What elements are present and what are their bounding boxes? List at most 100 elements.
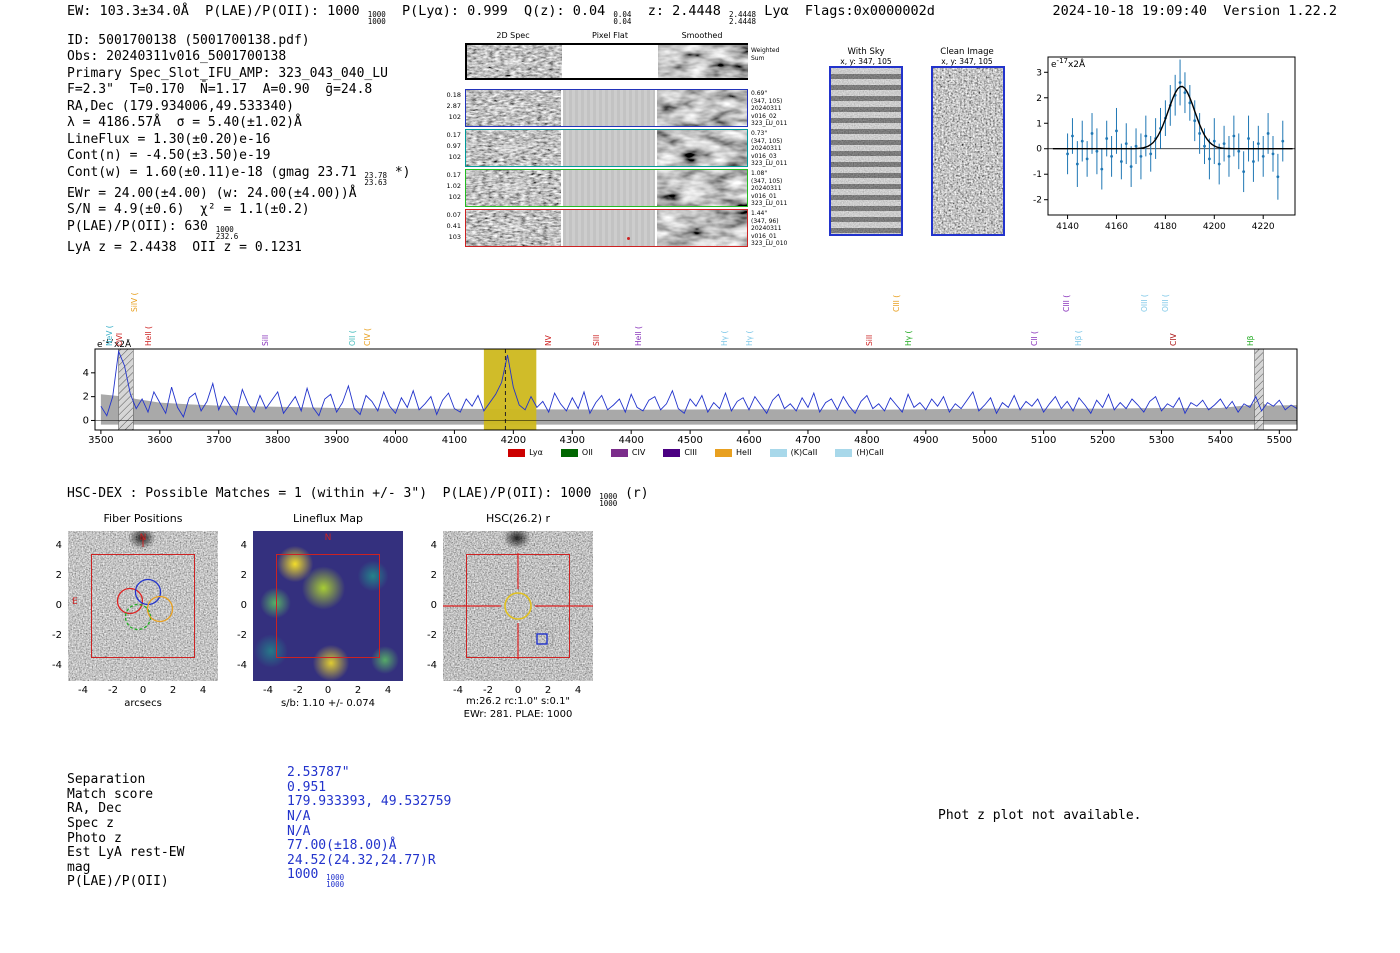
match-table-row: Match score 0.951 [67,780,451,802]
spec2d-row-annotation: v016_02 [751,112,777,120]
spectral-line-label: Hγ ( [720,330,730,346]
match-table-row: mag 24.52(24.32,24.77)R [67,853,451,875]
legend-item: (K)CaII [769,448,817,457]
cutout-xtick: -4 [263,685,273,696]
cutout-ytick: 0 [55,600,62,611]
spectral-line-label: SiII [865,334,875,346]
clean-image-coords: x, y: 347, 105 [941,57,993,66]
spec2d-col-title: Pixel Flat [592,31,628,40]
spec2d-row-stat: 0.17 [446,171,461,179]
cutout-ytick: 4 [430,540,437,551]
stacked-fraction: 1000 1000 [326,873,345,890]
spec2d-row-annotation: 20240311 [751,185,782,193]
info-line: LineFlux = 1.30(±0.20)e-16 [67,131,271,147]
spec2d-strip [465,209,748,247]
spectral-line-label: CIV [1169,333,1179,346]
legend-item: HeII [715,448,752,457]
north-indicator: N [139,533,147,543]
spec2d-strip [465,169,748,207]
spec2d-row-annotation: (347, 105) [751,137,783,145]
cutout-xtick: 4 [384,685,392,696]
match-row-value: 2.53787" [287,765,350,780]
match-row-value: 179.933393, 49.532759 [287,794,452,810]
spec2d-row-stat: 102 [448,113,461,121]
cutout-xtick: 2 [544,685,552,696]
stacked-fraction: 1000 232.6 [215,224,239,241]
cutout-xtick: 0 [139,685,147,696]
stacked-fraction: 0.04 0.04 [613,10,632,26]
cutout-xtick: 0 [514,685,522,696]
match-row-label: P(LAE)/P(OII) [67,874,169,890]
cutout-ytick: 2 [240,570,247,581]
match-row-value: 77.00(±18.00)Å [287,838,397,854]
cutout-ytick: -4 [237,660,247,671]
svg-text:1: 1 [1036,119,1042,129]
spec2d-row-annotation: 0.69" [751,90,768,97]
spec2d-row-stat: 0.07 [446,211,461,219]
legend-swatch [715,448,732,457]
spec2d-row-stat: 1.02 [446,182,461,190]
cutout-ytick: 4 [240,540,247,551]
match-row-label: Photo z [67,830,122,846]
match-row-label: mag [67,859,91,875]
info-line: Primary Spec_Slot_IFU_AMP: 323_043_040_L… [67,65,388,81]
svg-text:3800: 3800 [265,435,290,446]
clean-image-noise [933,68,1003,234]
spec2d-row-stat: 2.87 [446,102,461,110]
svg-text:4300: 4300 [560,435,585,446]
match-row-value: 24.52(24.32,24.77)R [287,852,436,868]
spec2d-row-annotation: v016_03 [751,152,777,160]
svg-text:4900: 4900 [913,435,938,446]
fiber-xlabel: arcsecs [124,698,162,709]
spectral-line-label: CIII ( [892,294,902,312]
info-line: F=2.3" T=0.170 N̄=1.17 A=0.90 ḡ=24.8 [67,82,373,98]
north-indicator: N [324,533,332,543]
cutout-xtick: -2 [483,685,493,696]
match-row-label: Spec z [67,815,114,831]
match-table-row: Separation 2.53787" [67,765,451,787]
legend-swatch [835,448,853,457]
svg-text:-1: -1 [1033,170,1042,180]
spectral-line-label: OIII ( [1139,294,1149,312]
match-row-label: Match score [67,786,154,802]
match-table-row: Est LyA rest-EW 77.00(±18.00)Å [67,838,451,861]
match-row-value: N/A [287,823,311,839]
cutout-ytick: 0 [240,600,247,611]
hsc-caption-2: EWr: 281. PLAE: 1000 [463,709,573,720]
fiber-positions-title: Fiber Positions [103,512,183,525]
spec2d-row-annotation: (347, 96) [751,217,779,225]
cutout-ytick: 4 [55,540,62,551]
spectral-line-label: Hγ ( [745,330,755,346]
spec2d-row-annotation: 0.73" [751,130,768,137]
info-line: Cont(w) = 1.60(±0.11)e-18 (gmag 23.71 23… [67,164,411,187]
svg-text:2: 2 [1036,94,1042,104]
svg-text:4200: 4200 [1203,222,1226,232]
spec2d-row-stat: 102 [448,153,461,161]
svg-text:4000: 4000 [383,435,408,446]
info-line: ID: 5001700138 (5001700138.pdf) [67,33,310,48]
lineflux-heatmap [253,531,403,681]
spec2d-row-annotation: 1.08" [751,170,768,177]
match-row-label: Est LyA rest-EW [67,845,185,861]
svg-text:4400: 4400 [618,435,643,446]
svg-text:5000: 5000 [972,435,997,446]
clean-image [931,66,1005,236]
svg-text:4220: 4220 [1252,222,1275,232]
svg-text:4700: 4700 [795,435,820,446]
svg-text:0: 0 [83,415,89,426]
header-timestamp: 2024-10-18 19:09:40 Version 1.22.2 [1052,3,1337,19]
spectral-line-label: OII ( [348,330,357,346]
svg-text:2: 2 [83,392,89,403]
line-fit-plot: 4140 4160 4180 4200 4220 -2 -1 0 1 2 3 e-17x2Å [1033,56,1296,232]
fiber-positions-cutout: N E [68,531,218,681]
info-line: Cont(n) = -4.50(±3.50)e-19 [67,148,271,164]
spectral-line-label: Hγ ( [904,330,914,346]
svg-text:4500: 4500 [677,435,702,446]
cutout-xtick: 2 [169,685,177,696]
cutout-xtick: 0 [324,685,332,696]
cutout-xtick: -2 [293,685,303,696]
spec2d-row-stat: 0.41 [446,222,461,230]
cutout-ytick: -2 [52,630,62,641]
cutout-xtick: 4 [199,685,207,696]
svg-text:5200: 5200 [1090,435,1115,446]
